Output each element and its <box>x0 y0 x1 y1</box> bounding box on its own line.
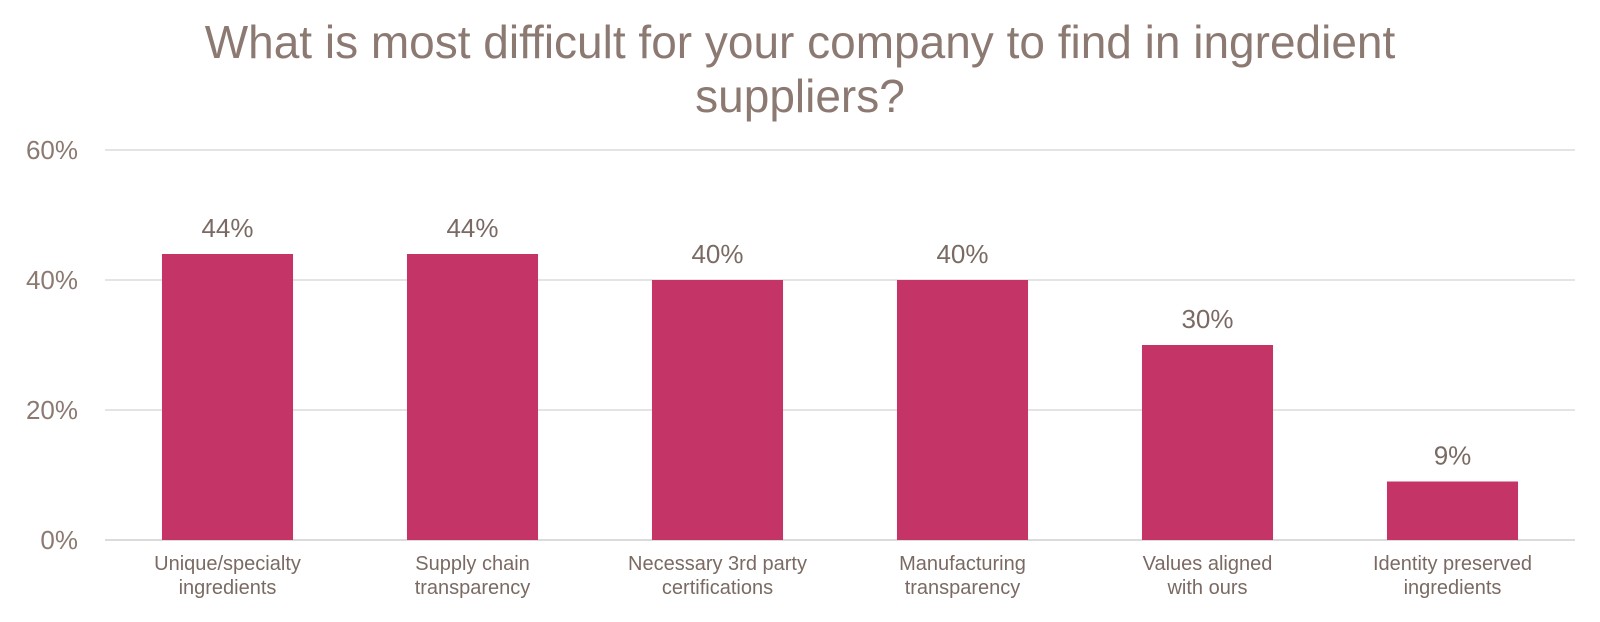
x-tick-label: Values aligned <box>1143 553 1273 575</box>
chart-title-line-1: What is most difficult for your company … <box>205 16 1396 68</box>
data-labels: 44% 44% 40% 40% 30% 9% <box>201 213 1471 471</box>
y-tick-label: 40% <box>26 265 78 295</box>
gridlines <box>105 149 1575 541</box>
x-tick-label: ingredients <box>179 577 277 599</box>
y-tick-label: 60% <box>26 135 78 165</box>
data-label: 9% <box>1434 441 1472 471</box>
x-tick-label: Manufacturing <box>899 553 1026 575</box>
bars <box>161 254 1519 540</box>
data-label: 44% <box>201 213 253 243</box>
x-tick-label: Necessary 3rd party <box>628 553 807 575</box>
data-label: 30% <box>1181 304 1233 334</box>
bar <box>406 254 539 540</box>
x-tick-label: transparency <box>415 577 531 599</box>
bar <box>896 280 1029 540</box>
x-tick-label: certifications <box>662 577 773 599</box>
bar <box>161 254 294 540</box>
bar <box>1386 481 1519 540</box>
chart-title-line-2: suppliers? <box>695 70 905 122</box>
x-tick-label: Supply chain <box>415 553 530 575</box>
x-tick-label: ingredients <box>1404 577 1502 599</box>
data-label: 44% <box>446 213 498 243</box>
bar <box>651 280 784 540</box>
x-tick-label: Unique/specialty <box>154 553 301 575</box>
data-label: 40% <box>936 239 988 269</box>
y-axis-tick-labels: 0% 20% 40% 60% <box>26 135 78 555</box>
bar <box>1141 345 1274 540</box>
x-tick-label: with ours <box>1166 577 1247 599</box>
y-tick-label: 20% <box>26 395 78 425</box>
x-tick-label: Identity preserved <box>1373 553 1532 575</box>
x-tick-label: transparency <box>905 577 1021 599</box>
chart-title: What is most difficult for your company … <box>205 16 1396 122</box>
data-label: 40% <box>691 239 743 269</box>
y-tick-label: 0% <box>40 525 78 555</box>
